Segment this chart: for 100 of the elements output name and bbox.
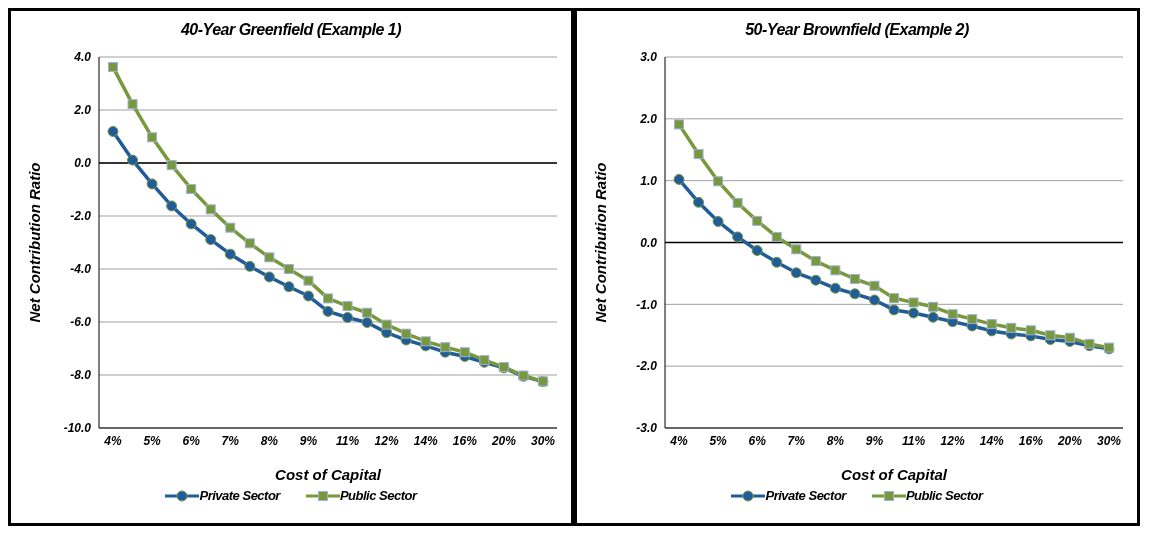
point (362, 307, 373, 318)
chart-title: 50-Year Brownfield (Example 2) (744, 21, 970, 39)
point (928, 301, 939, 312)
point (908, 307, 920, 319)
point (790, 267, 802, 279)
point (732, 197, 743, 208)
point (791, 244, 802, 255)
x-axis-title: Cost of Capital (841, 466, 948, 483)
x-tick-label: 6% (748, 433, 767, 448)
y-tick-label: 2.0 (639, 112, 658, 127)
point (322, 305, 334, 317)
point (751, 245, 763, 257)
y-axis-title: Net Contribution Ratio (592, 162, 610, 323)
y-tick-label: -3.0 (636, 421, 658, 436)
point (830, 265, 841, 276)
legend-label: Public Sector (905, 488, 983, 503)
point (283, 281, 295, 293)
point (420, 336, 431, 347)
point (186, 183, 197, 194)
point (1025, 325, 1036, 336)
legend-label: Public Sector (339, 488, 417, 503)
y-tick-label: -10.0 (63, 421, 92, 436)
x-tick-label: 5% (709, 433, 728, 448)
x-tick-label: 6% (182, 433, 201, 448)
point (263, 271, 275, 283)
point (712, 215, 724, 227)
point (810, 274, 822, 286)
point (205, 204, 216, 215)
x-tick-label: 16% (1018, 433, 1044, 448)
y-axis-title: Net Contribution Ratio (26, 162, 44, 323)
point (107, 125, 119, 137)
point (302, 290, 314, 302)
x-tick-label: 4% (103, 433, 122, 448)
point (224, 248, 236, 260)
y-tick-label: -8.0 (70, 368, 92, 383)
y-tick-label: 1.0 (640, 173, 658, 188)
point (829, 282, 841, 294)
point (244, 260, 256, 272)
x-tick-label: 14% (979, 433, 1005, 448)
point (674, 119, 684, 130)
x-tick-label: 8% (826, 433, 845, 448)
point (225, 222, 236, 233)
y-tick-label: 0.0 (74, 156, 92, 171)
x-tick-label: 12% (940, 433, 965, 448)
point (264, 252, 275, 263)
point (146, 178, 158, 190)
point (986, 319, 997, 330)
y-tick-label: 0.0 (640, 235, 658, 250)
point (185, 218, 197, 230)
point (127, 154, 139, 166)
point (868, 294, 880, 306)
y-tick-label: -1.0 (636, 297, 658, 312)
point (361, 317, 373, 329)
point (342, 312, 354, 323)
point (732, 231, 744, 243)
point (673, 173, 685, 185)
point (908, 297, 919, 308)
point (147, 132, 158, 143)
point (459, 347, 470, 358)
legend-label: Private Sector (765, 488, 846, 503)
x-tick-label: 30% (530, 433, 556, 448)
point (752, 215, 763, 226)
point (1006, 322, 1017, 333)
x-tick-label: 16% (452, 433, 478, 448)
point (1045, 330, 1056, 341)
x-tick-label: 4% (669, 433, 688, 448)
point (693, 196, 705, 208)
point (303, 275, 314, 286)
point (166, 200, 178, 212)
point (401, 328, 412, 339)
x-axis-title: Cost of Capital (275, 466, 382, 483)
point (283, 264, 294, 274)
x-tick-label: 11% (335, 433, 360, 448)
point (947, 309, 958, 320)
point (889, 293, 899, 304)
x-tick-label: 20% (1056, 433, 1083, 448)
y-tick-label: 2.0 (73, 103, 92, 118)
legend-label: Private Sector (199, 488, 280, 503)
x-tick-label: 9% (299, 433, 318, 448)
point (127, 99, 138, 110)
point (693, 149, 704, 160)
point (1064, 332, 1075, 343)
point (108, 62, 118, 73)
x-tick-label: 7% (221, 433, 240, 448)
x-tick-label: 14% (413, 433, 439, 448)
y-tick-label: -2.0 (636, 359, 658, 374)
y-tick-label: 4.0 (73, 50, 92, 65)
x-tick-label: 20% (490, 433, 517, 448)
point (205, 234, 217, 246)
x-tick-label: 30% (1096, 433, 1122, 448)
point (342, 301, 353, 312)
point (849, 288, 861, 300)
y-tick-label: -2.0 (70, 209, 92, 224)
point (869, 280, 880, 291)
y-tick-label: 3.0 (640, 50, 658, 65)
point (967, 314, 978, 325)
point (323, 293, 333, 304)
point (888, 304, 900, 316)
x-tick-label: 7% (787, 433, 806, 448)
point (244, 238, 255, 249)
